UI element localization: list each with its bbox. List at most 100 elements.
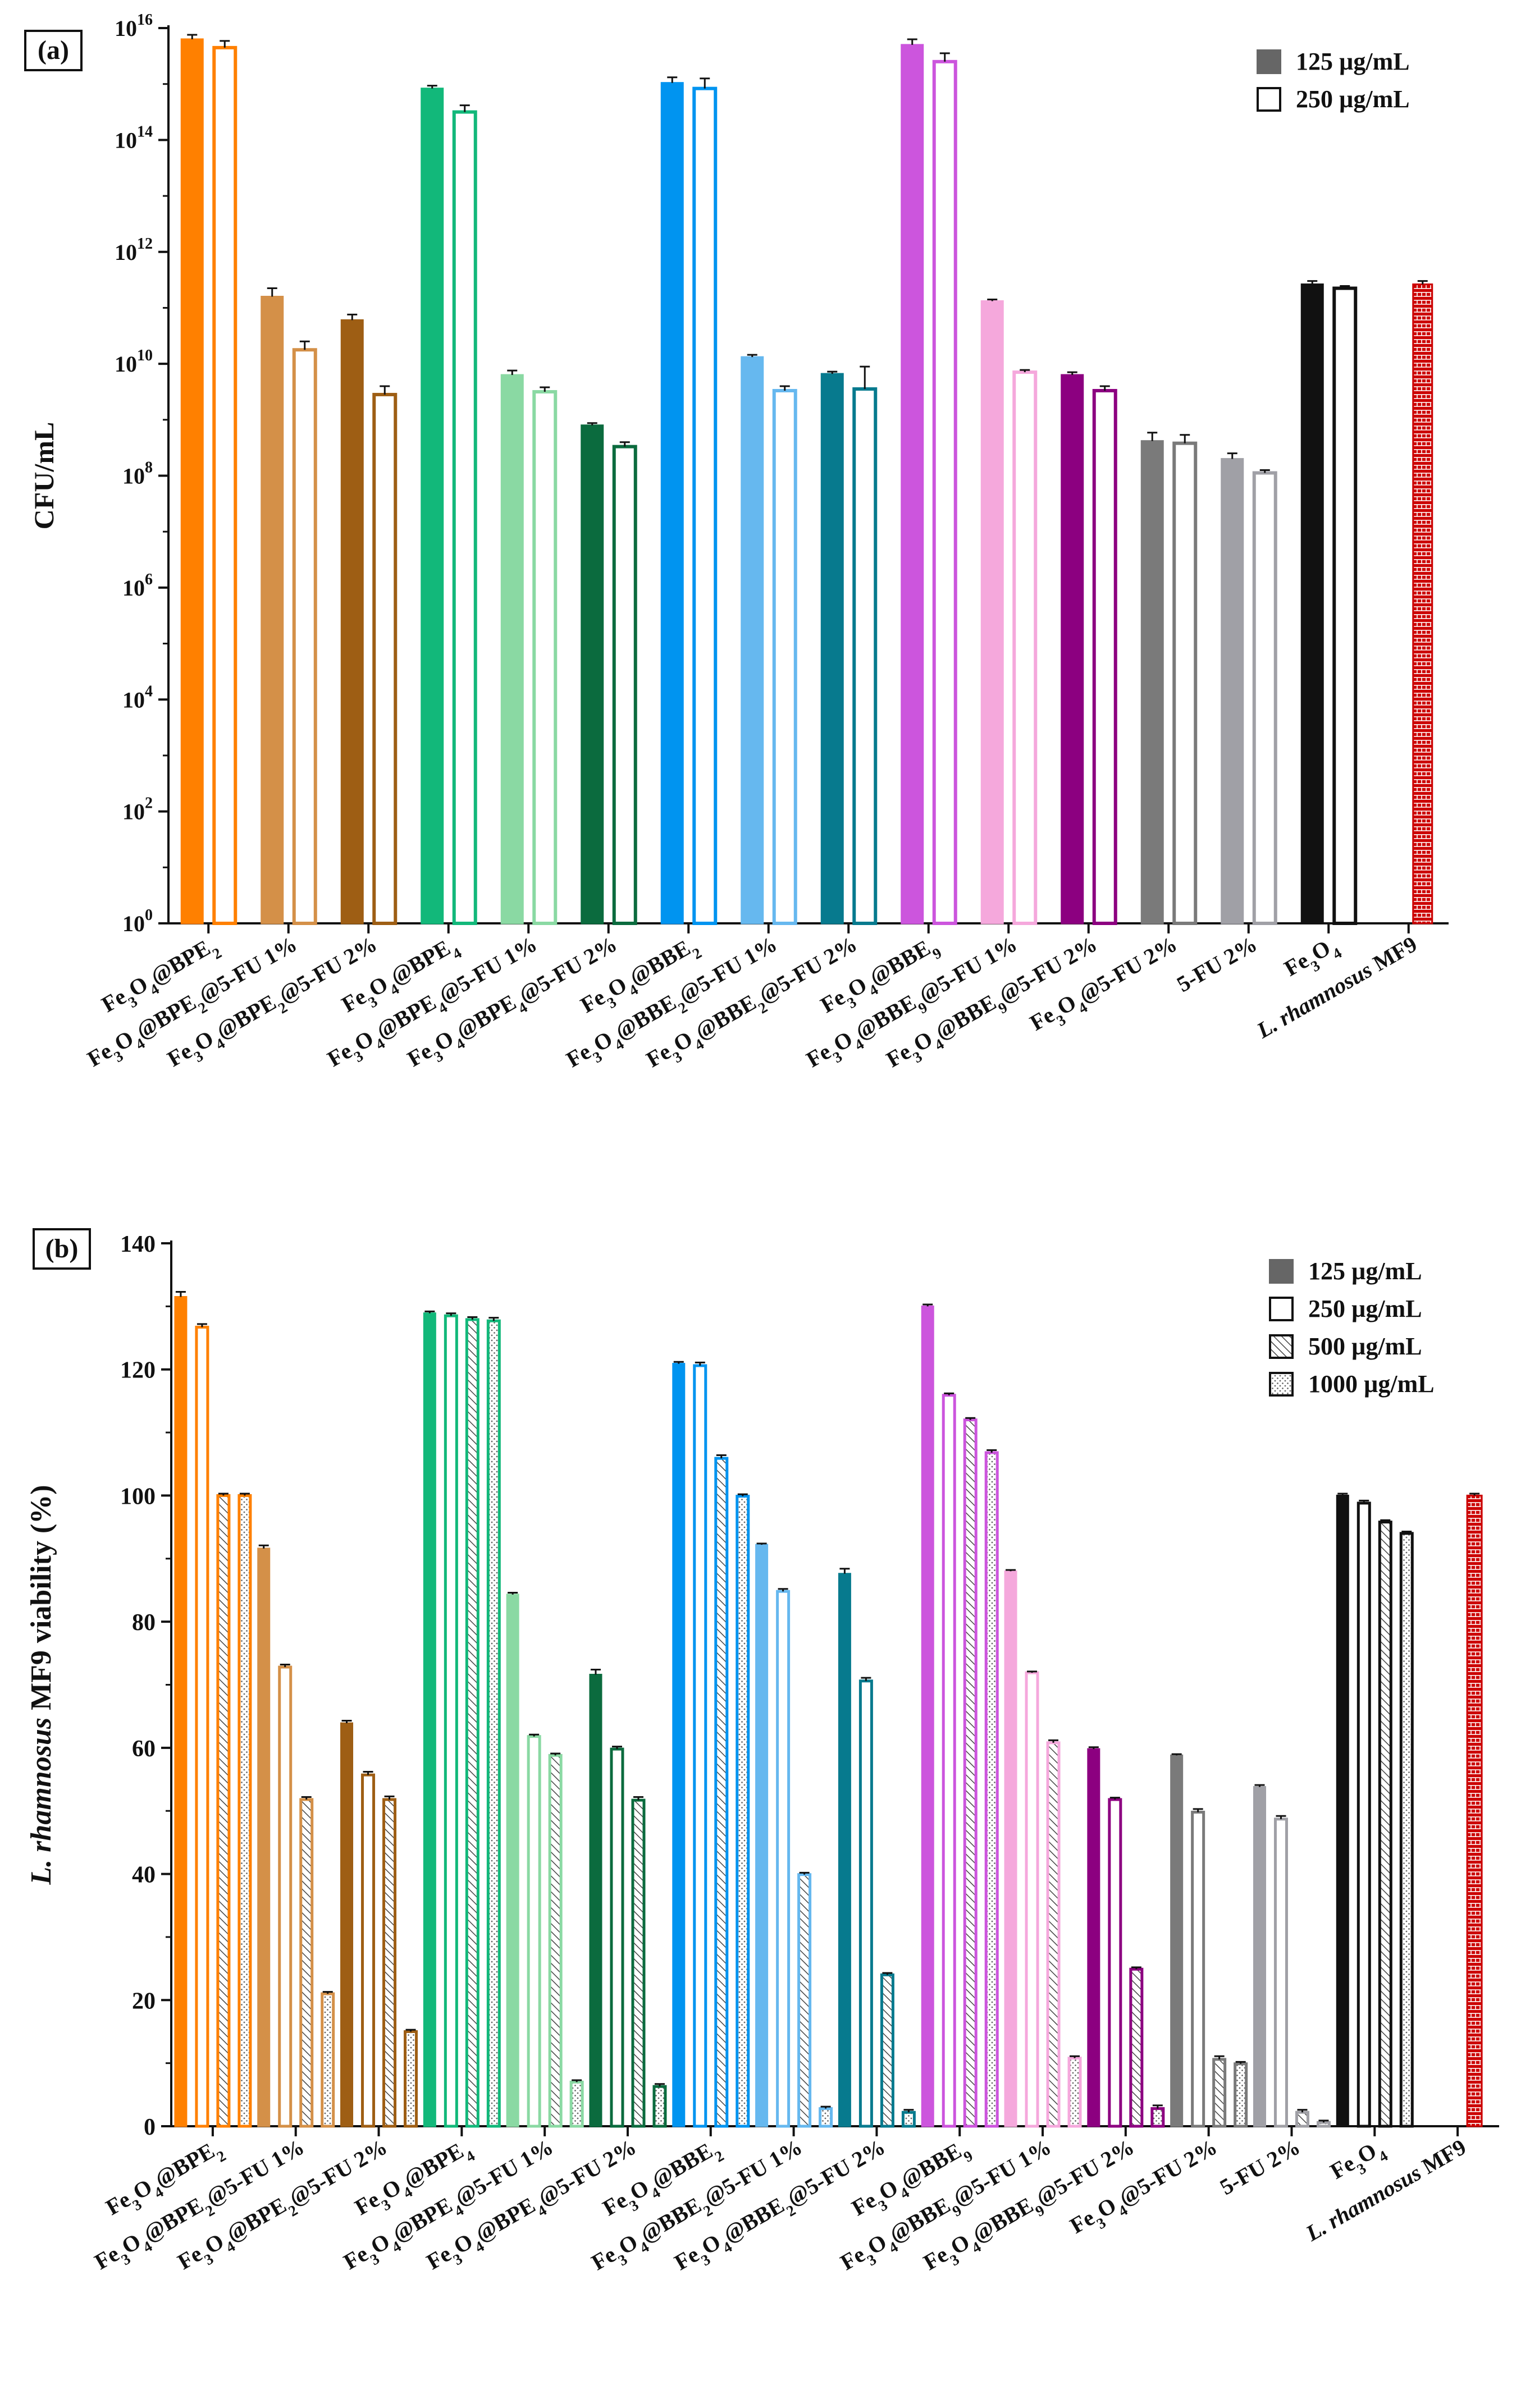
bar-series-2 — [292, 348, 317, 925]
bar-group-l-rhamnosus-mf9 — [1412, 280, 1433, 924]
bar-series-1 — [174, 1296, 188, 2127]
y-tick-label: 0 — [144, 2114, 156, 2140]
bar-series-2 — [1025, 1671, 1039, 2128]
x-tick-label: L. rhamnosus MF9 — [1301, 2134, 1470, 2246]
bar-series-1 — [1336, 1494, 1349, 2127]
bar-series-4 — [1234, 2062, 1248, 2128]
bar-series-2 — [452, 110, 477, 925]
bar-group-fe3o4-bpe4-5-fu-1 — [500, 369, 558, 925]
y-tick-label: 80 — [132, 1610, 156, 1636]
y-tick-label: 20 — [132, 1988, 156, 2014]
bar-group-fe3o4-bbe2 — [660, 76, 718, 926]
bar-series-3 — [216, 1494, 231, 2128]
panel-label: (b) — [45, 1234, 79, 1263]
y-tick-label: 140 — [120, 1232, 156, 1257]
bar-series-2 — [1252, 471, 1277, 925]
bar-series-4 — [984, 1451, 999, 2128]
bar-series-1 — [1170, 1754, 1184, 2127]
bar-series-1 — [257, 1548, 271, 2127]
panel-label: (a) — [38, 35, 69, 65]
x-tick-label: Fe3O4@5-FU 2% — [1025, 931, 1184, 1041]
bar-group-fe3o4-bbe9-5-fu-1 — [980, 298, 1038, 925]
bar-series-1 — [581, 424, 604, 924]
y-axis-title: CFU/mL — [28, 422, 60, 530]
bar-series-3 — [631, 1798, 646, 2128]
legend-swatch — [1257, 87, 1281, 112]
bar-group-fe3o4-bpe4 — [423, 1310, 501, 2128]
bar-series-2 — [852, 387, 878, 925]
bar-series-1 — [1253, 1786, 1266, 2127]
bar-series-3 — [548, 1754, 563, 2128]
bar-series-4 — [1150, 2107, 1165, 2128]
bar-group-fe3o4-bbe2-5-fu-2 — [838, 1568, 916, 2128]
bar-group-fe3o4-bpe2-5-fu-1 — [257, 1544, 335, 2128]
bar-series-4 — [321, 1992, 335, 2128]
bar-series-2 — [932, 59, 957, 925]
bar-series-4 — [819, 2107, 833, 2128]
legend-label: 250 µg/mL — [1296, 85, 1410, 113]
bar-series-2 — [612, 445, 637, 925]
bar-series-2 — [1012, 370, 1038, 925]
bar-series-1 — [506, 1594, 519, 2127]
bar-series-3 — [1378, 1521, 1392, 2128]
bar-series-2 — [278, 1665, 293, 2128]
bar-group-5-fu-2 — [1221, 452, 1277, 925]
bar-series-4 — [238, 1494, 252, 2128]
legend-swatch — [1269, 1259, 1294, 1284]
bar-series-4 — [1067, 2057, 1082, 2128]
bar-series-1 — [1300, 283, 1324, 924]
bar-series-1 — [1221, 458, 1244, 924]
bar-series-1 — [838, 1573, 851, 2127]
x-tick-label: Fe3O4@5-FU 2% — [1066, 2134, 1225, 2244]
bar-series-1 — [180, 38, 204, 924]
bar-series-1 — [755, 1544, 769, 2127]
bar-series-1 — [980, 300, 1004, 924]
y-tick-label: 108 — [122, 459, 153, 489]
legend: 125 µg/mL 250 µg/mL — [1257, 48, 1410, 113]
bar-group-fe3o4-bpe2 — [180, 34, 238, 925]
bar-group-fe3o4-bbe2-5-fu-2 — [820, 365, 878, 925]
bar-series-4 — [652, 2085, 667, 2128]
bar-series-2 — [942, 1394, 956, 2128]
bar-group-fe3o4-bpe2-5-fu-2 — [340, 313, 398, 925]
bar-series-1 — [1061, 374, 1084, 924]
bar-series-1 — [1140, 440, 1164, 924]
bar-series-2 — [858, 1679, 873, 2128]
bar-series-1 — [672, 1363, 686, 2127]
panel-label-box — [24, 30, 83, 71]
bar-series-2 — [195, 1325, 209, 2128]
bar-series-1 — [1004, 1570, 1017, 2127]
bar-control — [1412, 283, 1433, 924]
panel-a: 100 102 104 106 108 1010 1012 1014 1016 CFU/mL (a)… — [24, 11, 1449, 1072]
bar-series-2 — [1273, 1818, 1288, 2128]
y-tick-label: 106 — [122, 571, 153, 601]
bar-series-2 — [527, 1735, 541, 2128]
bar-group-fe3o4-bpe4-5-fu-1 — [506, 1591, 584, 2128]
legend-label: 1000 µg/mL — [1308, 1370, 1435, 1398]
bar-series-2 — [1332, 286, 1358, 925]
bar-group-5-fu-2 — [1253, 1784, 1331, 2128]
bar-series-2 — [1172, 441, 1198, 925]
bar-series-3 — [1129, 1967, 1144, 2128]
panel-label-box — [33, 1228, 91, 1270]
y-tick-label: 102 — [122, 795, 153, 825]
bar-group-fe3o4-bpe4-5-fu-2 — [589, 1669, 667, 2128]
bar-series-4 — [736, 1495, 750, 2128]
bar-series-3 — [714, 1457, 729, 2128]
x-tick-label: 5-FU 2% — [1172, 931, 1261, 997]
bar-series-3 — [382, 1798, 397, 2128]
bar-series-1 — [820, 373, 844, 924]
bar-group-fe3o4-bbe9-5-fu-2 — [1061, 371, 1117, 925]
bar-series-2 — [212, 45, 238, 925]
bar-series-1 — [921, 1305, 934, 2127]
panel-b: 0 20 40 60 80 100 120 140 L. rhamnosus MF9 viabi… — [25, 1228, 1499, 2275]
bar-group-fe3o4-bbe9 — [901, 38, 957, 925]
bar-series-2 — [693, 1364, 707, 2128]
y-tick-label: 1016 — [115, 11, 153, 41]
y-tick-label: 40 — [132, 1862, 156, 1888]
bar-series-3 — [299, 1798, 314, 2128]
bar-series-2 — [1357, 1501, 1371, 2128]
y-axis-title: L. rhamnosus MF9 viability (%) — [25, 1485, 57, 1885]
bar-series-1 — [741, 356, 764, 924]
